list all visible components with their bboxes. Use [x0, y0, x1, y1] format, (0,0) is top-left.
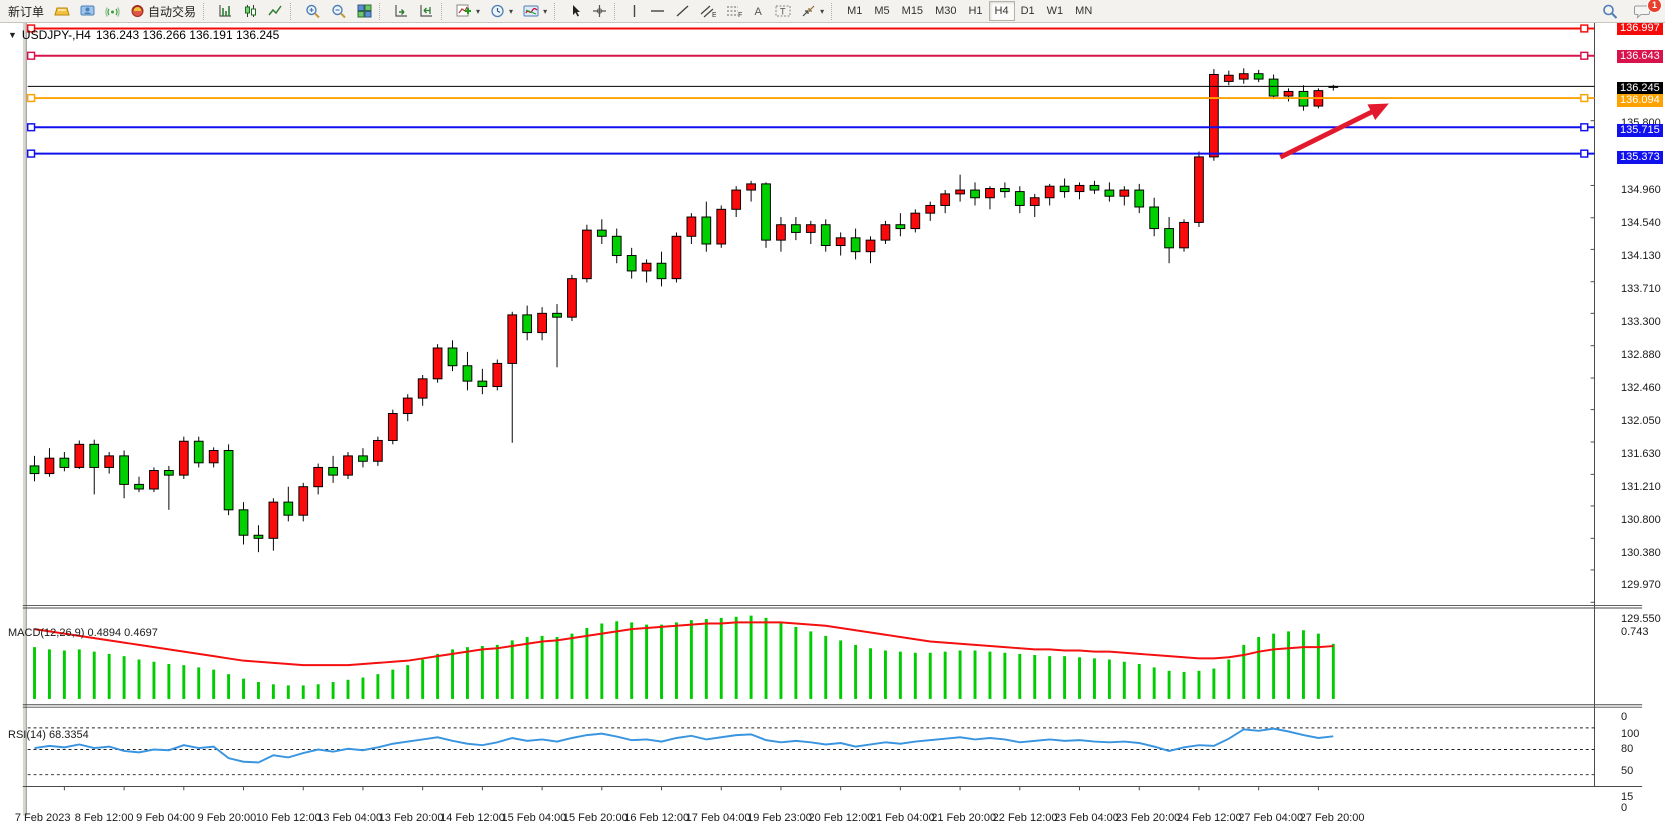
- horizontal-line-icon: [651, 10, 665, 12]
- text-icon: A: [755, 6, 763, 18]
- timeframe-m1[interactable]: M1: [847, 5, 863, 17]
- toolbar-separator: [614, 2, 621, 20]
- chart-template-button[interactable]: ▾: [518, 1, 552, 22]
- toolbar-separator: [379, 2, 386, 20]
- add-indicator-button[interactable]: ▾: [451, 1, 485, 22]
- bar-chart-icon: [219, 5, 232, 17]
- auto-scroll-button[interactable]: [389, 1, 414, 22]
- periods-button[interactable]: ▾: [485, 1, 518, 22]
- toolbar-separator: [554, 2, 561, 20]
- chart-symbol-period: USDJPY-,H4: [21, 28, 91, 42]
- timeframe-m5[interactable]: M5: [874, 5, 890, 17]
- equidistant-channel-icon: E: [700, 5, 716, 18]
- autotrading-icon: [131, 5, 144, 17]
- timeframe-m30[interactable]: M30: [935, 5, 957, 17]
- equidistant-channel-tool-button[interactable]: E: [695, 1, 721, 22]
- toolbar-separator: [290, 2, 297, 20]
- community-button[interactable]: [75, 1, 100, 22]
- timeframe-h1[interactable]: H1: [968, 5, 983, 17]
- crosshair-tool-button[interactable]: [587, 1, 612, 22]
- chart-title: ▼ USDJPY-,H4 136.243 136.266 136.191 136…: [8, 28, 279, 42]
- symbol-dropdown-icon[interactable]: ▼: [8, 30, 17, 40]
- line-chart-icon: [268, 5, 282, 16]
- bar-chart-button[interactable]: [213, 1, 238, 22]
- svg-text:F: F: [738, 12, 742, 18]
- chart-shift-icon: [420, 5, 433, 17]
- horizontal-line-tool-button[interactable]: [645, 1, 670, 22]
- chart-shift-button[interactable]: [414, 1, 439, 22]
- dropdown-caret-icon: ▾: [820, 6, 825, 16]
- crosshair-icon: [593, 5, 607, 17]
- gold-ingot-icon: [54, 7, 70, 16]
- price-chart-canvas[interactable]: [0, 23, 1665, 838]
- auto-scroll-icon: [395, 5, 408, 17]
- arrows-icon: [802, 5, 815, 17]
- notification-badge: 1: [1647, 0, 1662, 13]
- chat-button[interactable]: 1: [1629, 0, 1662, 22]
- community-icon: [80, 5, 95, 16]
- toolbar-separator: [441, 2, 448, 20]
- signal-button[interactable]: [100, 1, 125, 22]
- svg-text:E: E: [712, 12, 716, 18]
- periods-clock-icon: [491, 4, 504, 18]
- timeframe-h4[interactable]: H4: [988, 1, 1015, 21]
- zoom-out-button[interactable]: [326, 1, 352, 22]
- dropdown-caret-icon: ▾: [543, 6, 548, 16]
- fibonacci-icon: F: [727, 6, 742, 18]
- toolbar-separator: [831, 2, 838, 20]
- search-icon: [1603, 4, 1618, 19]
- trendline-tool-button[interactable]: [670, 1, 695, 22]
- chart-template-icon: [523, 5, 539, 17]
- text-label-icon: T: [775, 5, 791, 17]
- cursor-icon: [573, 5, 581, 17]
- svg-text:A: A: [755, 6, 763, 18]
- dropdown-caret-icon: ▾: [476, 6, 481, 16]
- new-order-label: 新订单: [8, 4, 45, 19]
- autotrading-button[interactable]: 自动交易: [125, 1, 201, 22]
- vertical-line-tool-button[interactable]: [624, 1, 645, 22]
- tile-windows-button[interactable]: [352, 1, 377, 22]
- text-label-tool-button[interactable]: T: [770, 1, 796, 22]
- tile-windows-icon: [357, 4, 372, 18]
- dropdown-caret-icon: ▾: [509, 6, 514, 16]
- add-indicator-icon: [456, 4, 472, 17]
- svg-text:T: T: [780, 7, 786, 17]
- candlestick-chart-button[interactable]: [238, 1, 263, 22]
- candlestick-chart-icon: [245, 5, 257, 17]
- autotrading-label: 自动交易: [148, 4, 197, 19]
- cursor-tool-button[interactable]: [564, 1, 587, 22]
- zoom-in-icon: [306, 4, 320, 18]
- zoom-out-icon: [332, 4, 346, 18]
- text-tool-button[interactable]: A: [747, 1, 770, 22]
- timeframe-m15[interactable]: M15: [901, 5, 924, 17]
- zoom-in-button[interactable]: [300, 1, 326, 22]
- vertical-line-icon: [633, 5, 636, 17]
- chart-ohlc-values: 136.243 136.266 136.191 136.245: [95, 28, 280, 42]
- trendline-icon: [676, 5, 689, 17]
- search-button[interactable]: [1597, 1, 1623, 22]
- chart-window[interactable]: ▼ USDJPY-,H4 136.243 136.266 136.191 136…: [0, 22, 1665, 838]
- timeframe-w1[interactable]: W1: [1046, 5, 1064, 17]
- main-toolbar: 新订单 自动交易: [0, 0, 1665, 23]
- fibonacci-tool-button[interactable]: F: [721, 1, 747, 22]
- timeframe-mn[interactable]: MN: [1075, 5, 1093, 17]
- trend-arrow-annotation[interactable]: [1367, 103, 1389, 121]
- timeframe-d1[interactable]: D1: [1020, 5, 1035, 17]
- new-order-button[interactable]: 新订单: [3, 1, 49, 22]
- gold-ingot-button[interactable]: [49, 1, 75, 22]
- signal-icon: [105, 7, 120, 17]
- line-chart-button[interactable]: [263, 1, 288, 22]
- toolbar-separator: [203, 2, 210, 20]
- arrows-tool-button[interactable]: ▾: [796, 1, 829, 22]
